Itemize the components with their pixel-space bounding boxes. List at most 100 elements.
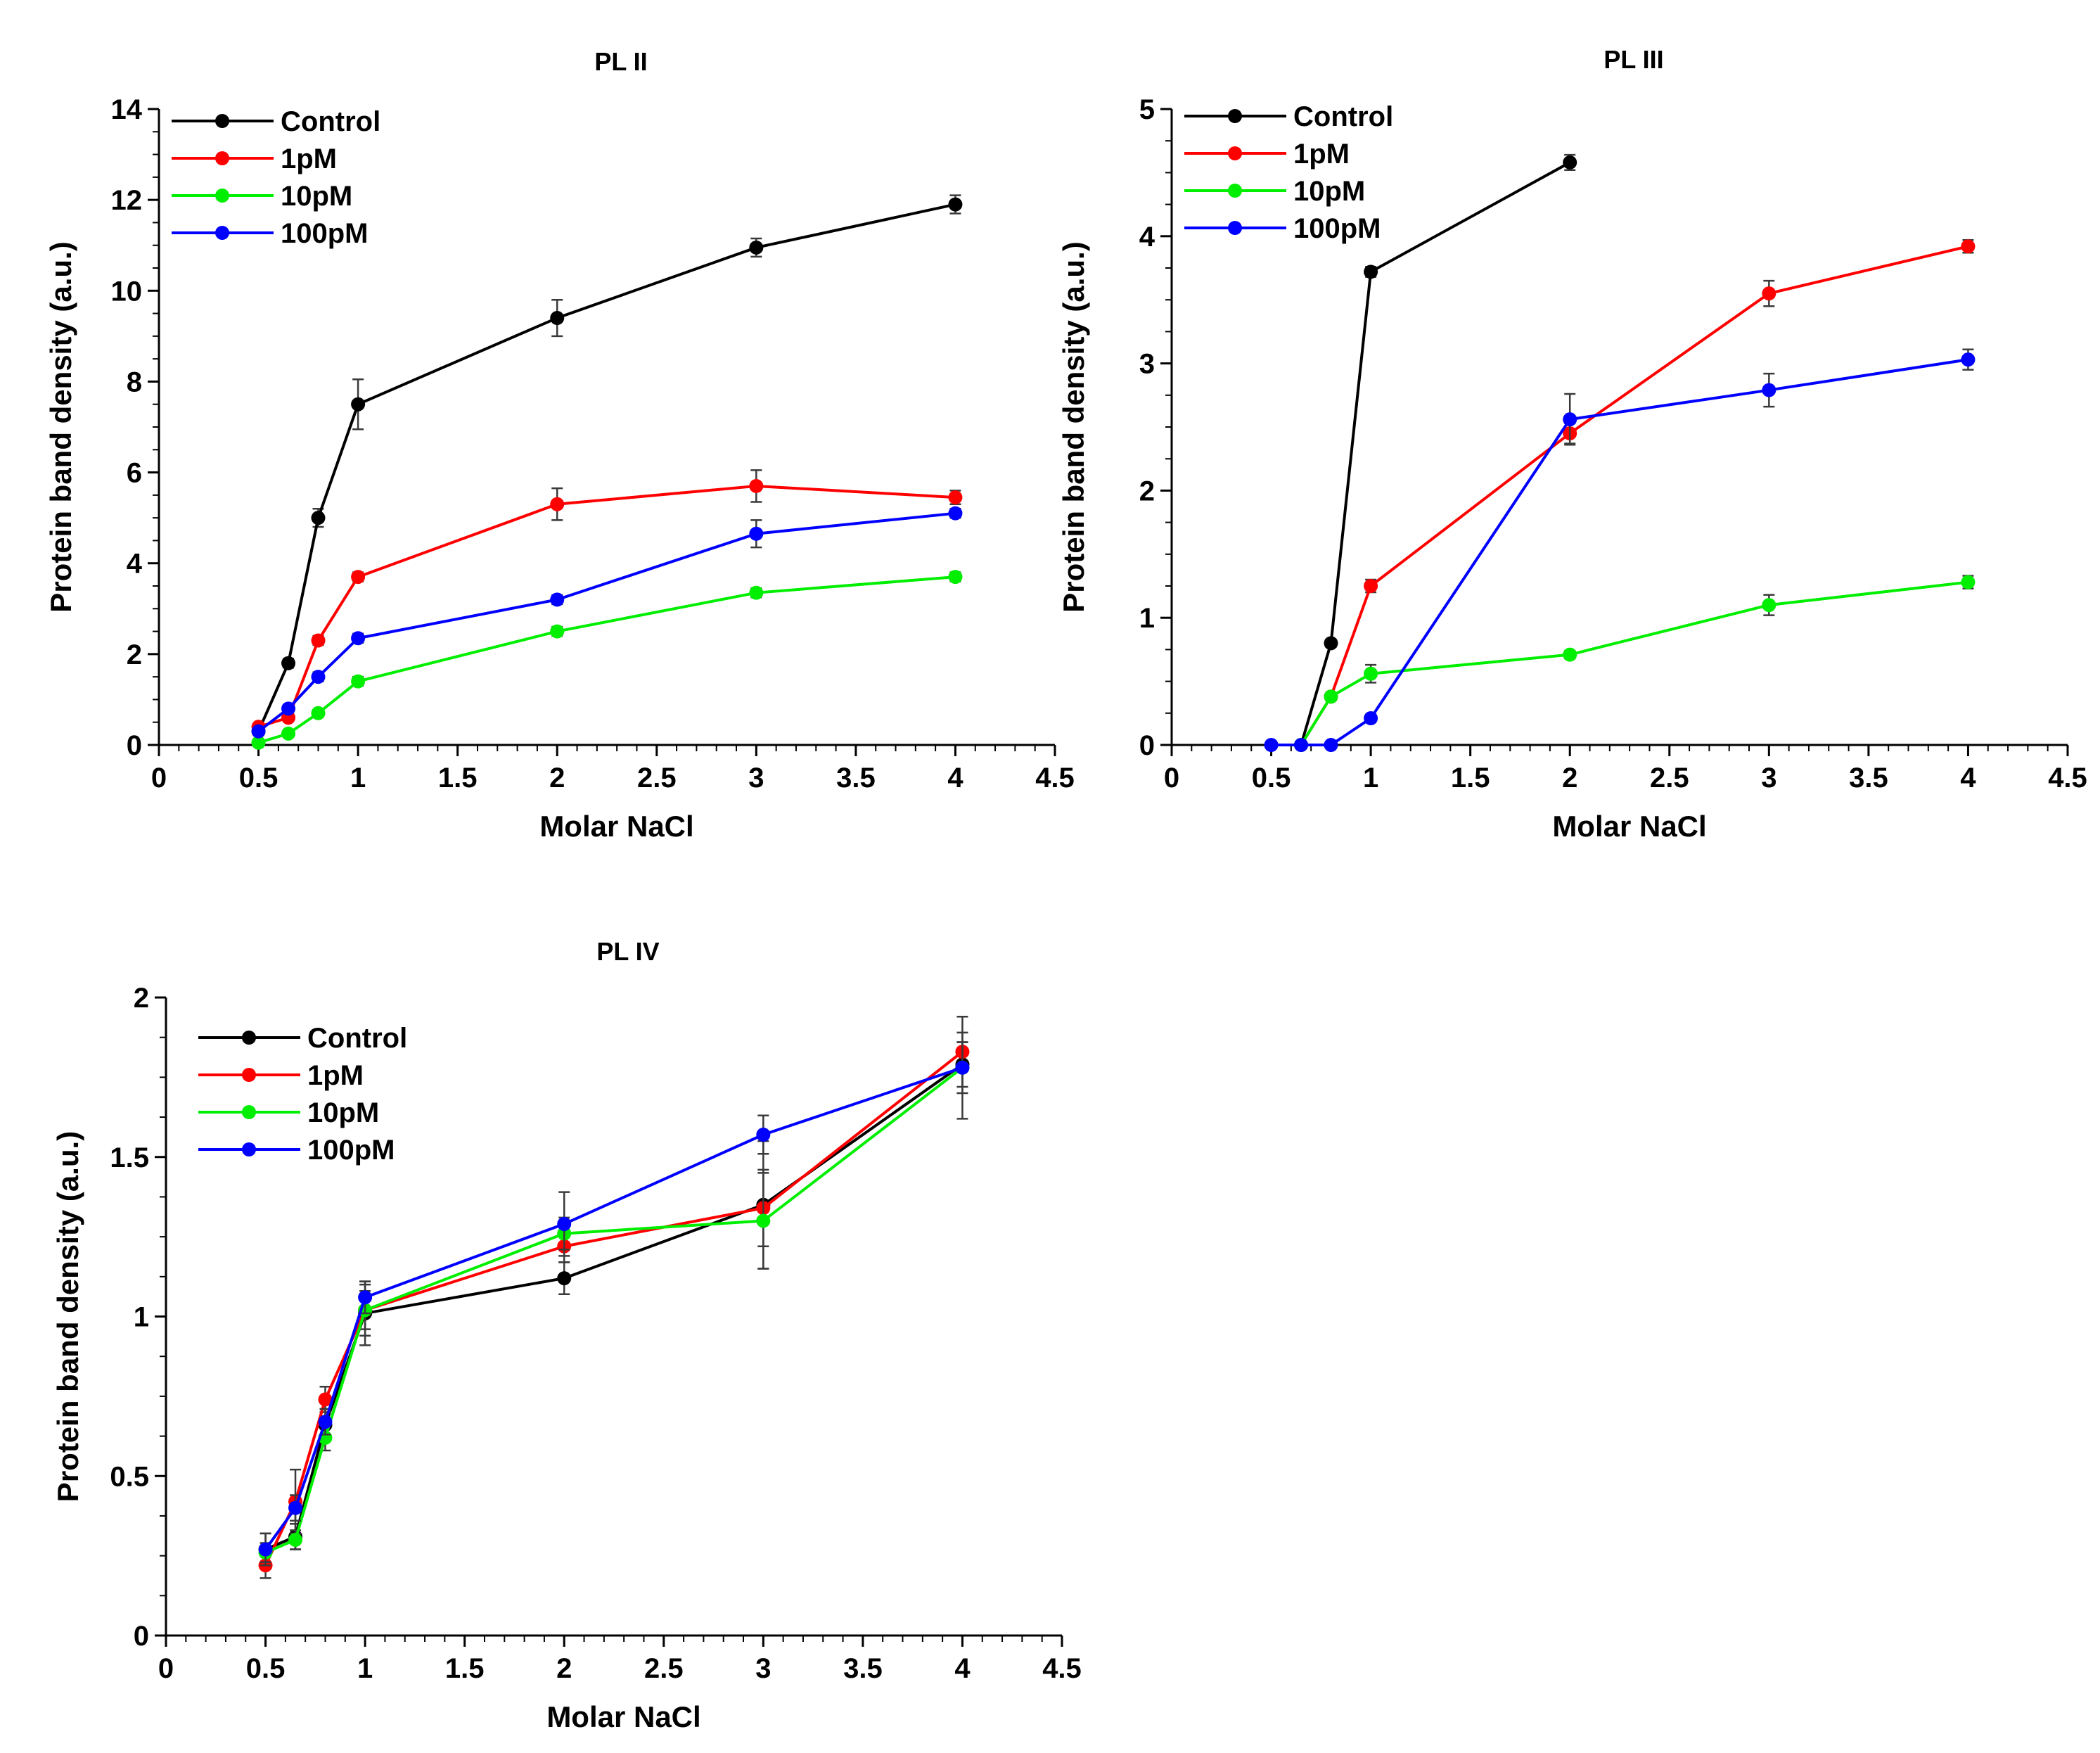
data-point (351, 674, 366, 689)
legend-label: 1pM (1293, 139, 1350, 170)
y-tick-label: 0 (127, 730, 142, 761)
x-tick-label: 0.5 (246, 1653, 286, 1684)
x-tick-label: 1 (1363, 763, 1378, 793)
data-point (756, 1213, 771, 1228)
series-10pm (1294, 575, 1976, 752)
chart-panel-1: PL II 0 0.5 1 1.5 2 2.5 3 3.5 4 4.5 0 2 4 6 8 10 12 14 Mola… (44, 47, 1075, 843)
data-point (351, 631, 366, 646)
legend-marker (1228, 146, 1242, 160)
x-axis-label: Molar NaCl (1552, 810, 1706, 843)
x-tick-label: 2.5 (644, 1653, 684, 1684)
x-tick-label: 4.5 (1035, 763, 1075, 793)
legend-label: 100pM (281, 218, 369, 249)
legend-label: 10pM (1293, 176, 1365, 207)
legend-label: 100pM (307, 1135, 395, 1166)
legend-marker (242, 1068, 256, 1082)
data-point (1364, 579, 1378, 593)
x-tick-label: 2 (556, 1653, 572, 1684)
y-tick-label: 1 (134, 1302, 149, 1333)
data-point (1961, 352, 1976, 367)
x-tick-label: 3 (755, 1653, 771, 1684)
legend-marker (215, 151, 229, 165)
data-point (318, 1415, 333, 1429)
data-point (281, 701, 296, 716)
y-tick-label: 2 (1139, 476, 1155, 506)
series-line (1271, 358, 1968, 746)
legend-label: 100pM (1293, 213, 1381, 244)
data-point (311, 670, 326, 684)
legend-label: Control (281, 106, 380, 137)
x-axis-label: Molar NaCl (546, 1700, 700, 1733)
data-point (1364, 711, 1378, 726)
chart-panel-2: PL III 0 0.5 1 1.5 2 2.5 3 3.5 4 4.5 0 1 2 3 4 5 Molar Na… (1057, 45, 2087, 843)
data-point (1563, 412, 1577, 427)
data-point (1294, 738, 1309, 752)
series-line (1300, 580, 1968, 746)
x-tick-label: 0 (151, 763, 167, 793)
y-axis-label: Protein band density (a.u.) (51, 1131, 84, 1502)
legend-marker (1228, 221, 1242, 235)
data-point (749, 585, 764, 600)
legend-marker (242, 1031, 256, 1045)
x-tick-label: 1.5 (438, 763, 478, 793)
chart-panel-3: PL IV 0 0.5 1 1.5 2 2.5 3 3.5 4 4.5 0 0.5 1 1.5 2 Molar … (51, 937, 1082, 1733)
legend-marker (1228, 109, 1242, 123)
x-tick-label: 4 (954, 1653, 971, 1684)
data-point (251, 735, 266, 750)
y-tick-label: 2 (127, 639, 142, 670)
data-point (1324, 636, 1338, 651)
legend: Control 1pM 10pM 100pM (172, 106, 380, 249)
legend: Control 1pM 10pM 100pM (1184, 101, 1393, 244)
data-point (1961, 575, 1976, 589)
legend-label: 1pM (281, 144, 337, 174)
data-point (1364, 264, 1378, 279)
data-point (1762, 383, 1776, 397)
x-tick-label: 0 (1164, 763, 1179, 793)
legend-marker (215, 226, 229, 240)
series-100pm (1264, 348, 1976, 752)
data-point (749, 240, 764, 255)
data-point (1762, 286, 1776, 301)
y-tick-label: 0 (1139, 730, 1155, 761)
data-point (281, 656, 296, 670)
y-axis-label: Protein band density (a.u.) (44, 241, 77, 612)
x-tick-label: 2.5 (1650, 763, 1689, 793)
data-point (1324, 689, 1338, 704)
legend-label: 10pM (281, 181, 352, 212)
y-tick-label: 2 (134, 983, 149, 1014)
data-point (550, 624, 565, 639)
series-line (257, 484, 956, 729)
x-tick-label: 4 (1960, 763, 1976, 793)
data-point (311, 633, 326, 648)
y-tick-label: 6 (127, 458, 142, 489)
y-tick-label: 1 (1139, 603, 1155, 634)
data-point (258, 1542, 273, 1557)
x-tick-label: 2 (549, 763, 565, 793)
data-point (1364, 666, 1378, 681)
data-point (955, 1060, 970, 1075)
legend-label: 1pM (307, 1060, 364, 1091)
x-tick-label: 1 (357, 1653, 373, 1684)
data-point (948, 570, 963, 585)
y-axis-label: Protein band density (a.u.) (1057, 241, 1090, 612)
data-point (948, 506, 963, 521)
series-1pm (1294, 238, 1976, 752)
y-tick-label: 10 (111, 276, 143, 307)
y-tick-label: 0 (134, 1621, 149, 1652)
x-tick-label: 2 (1562, 763, 1577, 793)
data-point (311, 706, 326, 720)
data-point (251, 724, 266, 739)
data-point (756, 1128, 771, 1142)
data-point (1563, 155, 1577, 170)
data-point (1961, 239, 1976, 254)
data-point (1264, 738, 1279, 752)
data-point (358, 1290, 373, 1305)
legend-label: Control (307, 1023, 407, 1054)
legend: Control 1pM 10pM 100pM (198, 1023, 407, 1166)
y-tick-label: 1.5 (110, 1142, 149, 1173)
data-point (557, 1271, 572, 1286)
x-tick-label: 2.5 (637, 763, 677, 793)
data-point (281, 726, 296, 741)
y-tick-label: 4 (127, 549, 143, 580)
